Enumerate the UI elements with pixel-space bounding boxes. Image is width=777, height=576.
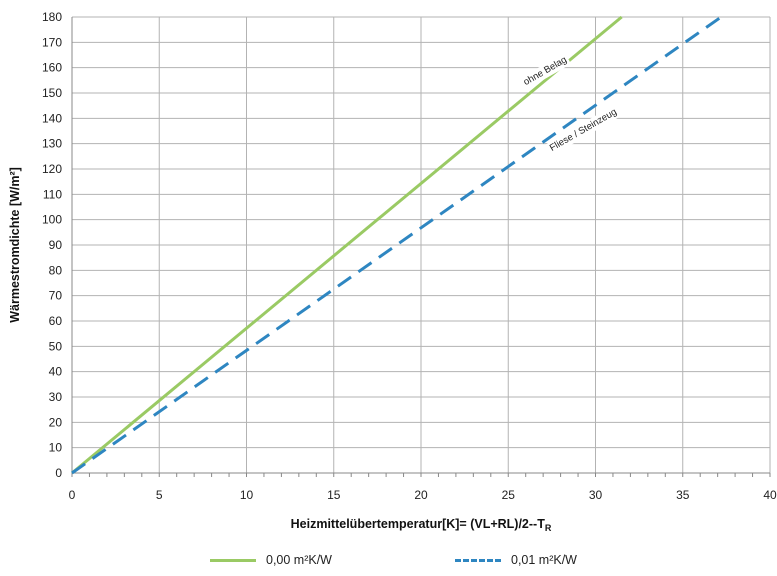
y-tick-label: 60: [49, 314, 63, 328]
y-tick-label: 90: [49, 238, 63, 252]
x-tick-label: 30: [589, 488, 603, 502]
annotation-bg: [519, 52, 572, 90]
y-tick-label: 40: [49, 365, 63, 379]
y-tick-label: 30: [49, 390, 63, 404]
y-tick-label: 80: [49, 263, 63, 277]
x-tick-label: 15: [327, 488, 341, 502]
legend: 0,00 m²K/W 0,01 m²K/W: [0, 553, 777, 573]
series-line-2: [71, 15, 723, 475]
annotation-label: Fliese / Steinzeug: [548, 107, 619, 154]
y-axis-title: Wärmestromdichte [W/m²]: [8, 167, 22, 323]
y-tick-label: 70: [49, 289, 63, 303]
series-group: [71, 15, 723, 475]
y-tick-label: 110: [43, 187, 62, 201]
y-tick-labels: 0 10 20 30 40 50 60 70 80 90 100 110 120 130 140 150 160…: [42, 10, 62, 480]
legend-item-series-1: 0,00 m²K/W: [210, 553, 332, 567]
y-tick-label: 20: [49, 415, 63, 429]
y-tick-label: 170: [42, 35, 62, 49]
y-tick-label: 140: [42, 111, 62, 125]
y-tick-label: 130: [42, 137, 62, 151]
annotation-bg: [545, 104, 622, 156]
y-tick-label: 0: [55, 466, 62, 480]
y-tick-label: 50: [49, 339, 63, 353]
x-tick-label: 0: [69, 488, 76, 502]
y-tick-label: 180: [42, 10, 62, 24]
legend-label-1: 0,00 m²K/W: [266, 553, 332, 567]
x-tick-label: 20: [414, 488, 428, 502]
x-tick-labels: 0 5 10 15 20 25 30 35 40: [69, 488, 777, 502]
x-tick-label: 25: [502, 488, 516, 502]
series-line-1: [71, 15, 623, 475]
annotation-label: ohne Belag: [522, 54, 569, 88]
x-tick-label: 35: [676, 488, 690, 502]
x-axis-title: Heizmittelübertemperatur[K]= (VL+RL)/2--…: [291, 517, 552, 533]
y-tick-label: 10: [49, 441, 63, 455]
y-tick-label: 150: [42, 86, 62, 100]
x-tick-label: 40: [763, 488, 777, 502]
grid: [71, 16, 771, 474]
x-tick-label: 5: [156, 488, 163, 502]
y-tick-label: 100: [42, 213, 62, 227]
legend-swatch-solid: [210, 558, 256, 562]
legend-swatch-dashed: [455, 558, 501, 562]
x-minor-ticks: [71, 473, 771, 477]
legend-item-series-2: 0,01 m²K/W: [455, 553, 577, 567]
legend-label-2: 0,01 m²K/W: [511, 553, 577, 567]
x-tick-label: 10: [240, 488, 254, 502]
y-tick-label: 160: [42, 61, 62, 75]
axes: [71, 17, 770, 474]
y-tick-label: 120: [42, 162, 62, 176]
